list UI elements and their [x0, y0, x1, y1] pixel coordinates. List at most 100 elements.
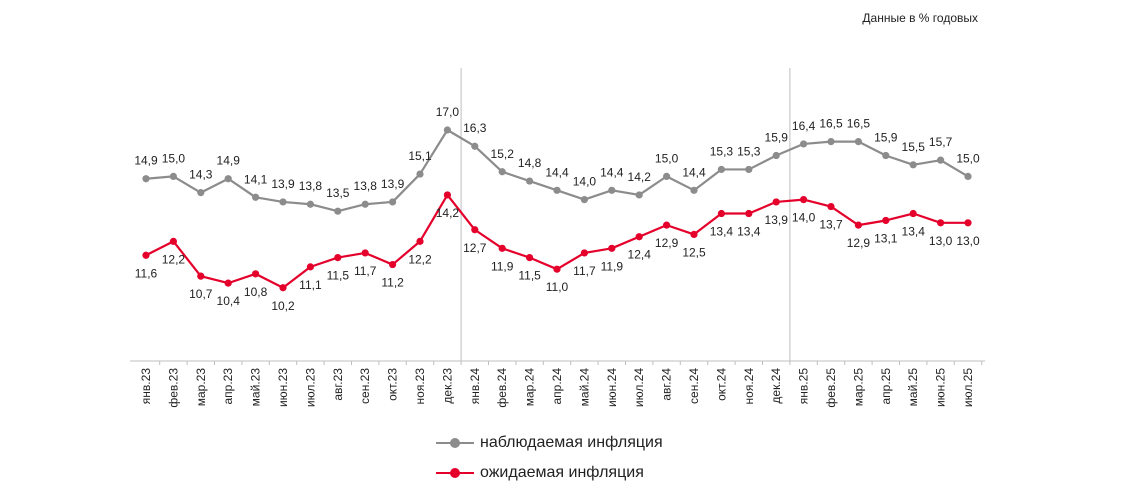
observed-point — [635, 191, 643, 199]
x-tick-label: дек.24 — [769, 368, 783, 404]
expected-point — [252, 270, 260, 278]
observed-point — [389, 198, 397, 206]
observed-point — [526, 177, 534, 185]
expected-point — [526, 254, 534, 262]
observed-data-label: 15,0 — [162, 151, 186, 165]
expected-data-label: 13,4 — [902, 225, 926, 239]
observed-data-label: 14,8 — [518, 156, 542, 170]
observed-data-label: 15,9 — [765, 131, 789, 145]
expected-point — [690, 230, 698, 238]
observed-point — [361, 200, 369, 208]
expected-point — [334, 254, 342, 262]
x-tick-label: май.23 — [249, 368, 263, 407]
observed-data-label: 14,3 — [189, 168, 213, 182]
expected-point — [635, 233, 643, 241]
expected-point — [416, 237, 424, 245]
observed-data-label: 15,9 — [874, 131, 898, 145]
expected-point — [553, 265, 561, 273]
observed-point — [772, 151, 780, 160]
expected-data-label: 10,7 — [189, 287, 213, 301]
observed-point — [690, 186, 698, 194]
observed-data-label: 14,9 — [134, 154, 158, 168]
legend: наблюдаемая инфляция ожидаемая инфляция — [436, 428, 663, 488]
x-tick-label: янв.24 — [468, 368, 482, 405]
expected-data-label: 11,6 — [135, 266, 158, 280]
x-tick-label: апр.25 — [879, 368, 893, 405]
x-tick-label: май.24 — [577, 368, 591, 407]
observed-data-label: 15,3 — [710, 144, 734, 158]
observed-data-label: 15,0 — [956, 151, 980, 165]
x-tick-label: ноя.23 — [413, 368, 427, 405]
x-tick-label: фев.25 — [824, 368, 838, 408]
x-tick-label: авг.23 — [331, 368, 345, 401]
expected-point — [498, 244, 506, 252]
x-tick-label: мар.23 — [194, 368, 208, 407]
expected-point — [800, 196, 808, 204]
observed-point — [717, 165, 726, 174]
expected-data-label: 11,9 — [601, 259, 624, 273]
expected-data-label: 12,9 — [847, 236, 871, 250]
observed-point — [909, 161, 917, 169]
x-tick-label: мар.25 — [851, 368, 865, 407]
observed-data-label: 14,1 — [244, 172, 268, 186]
observed-point — [197, 189, 205, 197]
legend-item-observed: наблюдаемая инфляция — [436, 428, 663, 458]
expected-data-label: 13,4 — [737, 225, 761, 239]
observed-data-label: 16,3 — [463, 121, 487, 135]
expected-point — [882, 216, 890, 225]
observed-data-label: 16,5 — [847, 117, 871, 131]
observed-data-label: 14,4 — [545, 165, 569, 179]
observed-point — [498, 168, 506, 176]
expected-data-label: 11,9 — [491, 259, 514, 273]
expected-data-label: 11,1 — [299, 278, 322, 292]
legend-swatch-expected — [436, 466, 474, 480]
observed-data-label: 14,0 — [573, 175, 597, 189]
observed-data-label: 14,2 — [628, 170, 652, 184]
expected-data-label: 10,8 — [244, 285, 268, 299]
observed-data-label: 15,3 — [737, 144, 761, 158]
expected-point — [745, 209, 753, 218]
observed-point — [745, 165, 753, 174]
observed-point — [964, 172, 972, 180]
x-tick-label: апр.24 — [550, 368, 564, 405]
observed-point — [443, 126, 451, 134]
expected-point — [937, 219, 945, 227]
unit-note: Данные в % годовых — [862, 11, 978, 25]
observed-data-label: 14,4 — [600, 165, 624, 179]
x-tick-label: янв.25 — [797, 368, 811, 405]
expected-data-label: 12,7 — [463, 241, 487, 255]
observed-data-label: 15,7 — [929, 135, 953, 149]
expected-data-label: 12,5 — [682, 245, 706, 259]
observed-point — [553, 186, 561, 194]
observed-point — [800, 140, 808, 148]
expected-data-label: 10,4 — [217, 294, 241, 308]
expected-data-label: 13,1 — [874, 231, 898, 245]
expected-point — [471, 226, 479, 234]
expected-data-label: 12,2 — [408, 252, 432, 266]
expected-point — [580, 249, 589, 257]
expected-data-label: 11,5 — [327, 269, 350, 283]
expected-data-label: 11,7 — [354, 264, 377, 278]
x-tick-label: окт.23 — [386, 368, 400, 401]
x-tick-label: июл.24 — [632, 368, 646, 407]
expected-point — [663, 221, 671, 229]
expected-point — [717, 209, 726, 218]
expected-data-label: 12,2 — [162, 252, 186, 266]
observed-data-label: 16,4 — [792, 119, 816, 133]
observed-data-label: 15,0 — [655, 151, 679, 165]
x-tick-label: авг.24 — [660, 368, 674, 401]
expected-data-label: 12,4 — [628, 248, 652, 262]
x-tick-label: окт.24 — [714, 368, 728, 401]
expected-data-label: 13,0 — [956, 234, 980, 248]
expected-point — [169, 237, 177, 245]
observed-data-label: 13,9 — [381, 177, 405, 191]
expected-data-label: 11,7 — [573, 264, 596, 278]
expected-line — [145, 193, 968, 289]
expected-point — [306, 263, 314, 271]
legend-item-expected: ожидаемая инфляция — [436, 458, 663, 488]
observed-point — [252, 193, 260, 201]
expected-data-label: 11,5 — [518, 269, 541, 283]
x-tick-label: июл.25 — [961, 368, 975, 407]
